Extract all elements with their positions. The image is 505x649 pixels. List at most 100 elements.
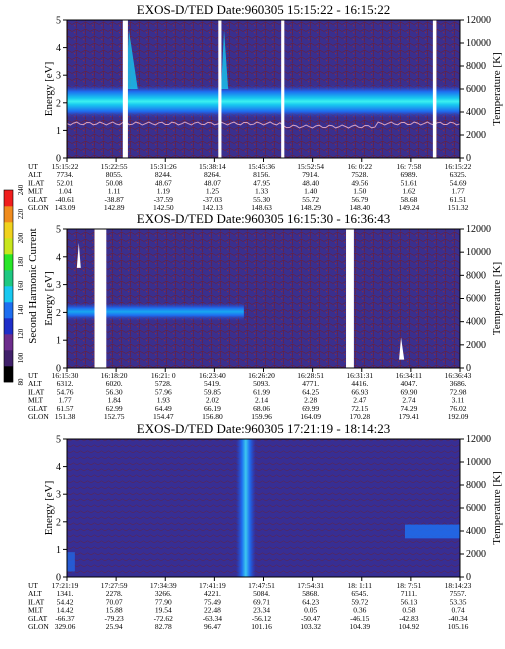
table-cell: 15:15:22	[52, 162, 79, 171]
y-tick-label: 5	[56, 225, 61, 236]
table-cell: 17:34:39	[150, 581, 177, 590]
table-cell: 19.54	[155, 606, 172, 615]
table-cell: 1.33	[255, 187, 268, 196]
table-cell: 7914.	[302, 170, 319, 179]
table-cell: 148.63	[251, 203, 272, 212]
table-cell: 77.90	[155, 597, 172, 606]
table-cell: 75.49	[204, 597, 221, 606]
table-cell: 6545.	[351, 589, 368, 598]
table-cell: 148.29	[300, 203, 321, 212]
y2-tick-label: 8000	[466, 480, 486, 491]
table-cell: 53.35	[450, 597, 467, 606]
panel-3: EXOS-D/TED Date:960305 17:21:19 - 18:14:…	[28, 421, 503, 631]
colorbar-tick-label: 200	[17, 232, 25, 243]
table-cell: 15:38:14	[199, 162, 226, 171]
table-row-label: GLON	[28, 203, 49, 212]
table-row-label: MLT	[28, 187, 44, 196]
vertical-band	[235, 439, 256, 577]
table-cell: 18: 1:11	[347, 581, 372, 590]
table-row-label: GLON	[28, 412, 49, 421]
table-cell: 1.50	[353, 187, 366, 196]
table-cell: 48.67	[155, 178, 172, 187]
table-cell: 103.32	[300, 622, 321, 631]
table-cell: 16:23:40	[199, 371, 226, 380]
table-cell: 16:18:20	[101, 371, 128, 380]
table-cell: 52.01	[57, 178, 74, 187]
table-cell: 8055.	[106, 170, 123, 179]
table-cell: 16:28:51	[297, 371, 324, 380]
table-cell: 152.75	[104, 412, 125, 421]
data-gap	[94, 229, 107, 368]
table-cell: 0.74	[451, 606, 464, 615]
y-tick-label: 3	[56, 490, 61, 501]
ion-band	[67, 85, 460, 118]
table-cell: 105.16	[448, 622, 469, 631]
table-cell: 2.74	[402, 396, 415, 405]
table-row-label: ALT	[28, 170, 42, 179]
table-cell: 70.07	[106, 597, 123, 606]
colorbar-tick-label: 100	[17, 352, 25, 363]
table-cell: -79.23	[104, 614, 124, 623]
colorbar-swatch	[4, 254, 13, 271]
table-cell: 18: 7:51	[396, 581, 421, 590]
ion-band	[67, 552, 75, 572]
table-cell: 16: 0:22	[347, 162, 372, 171]
y-tick-label: 4	[56, 43, 61, 54]
table-cell: -50.47	[301, 614, 321, 623]
y-tick-label: 5	[56, 16, 61, 27]
table-cell: 22.48	[204, 606, 221, 615]
table-cell: 56.79	[351, 195, 368, 204]
table-cell: 6989.	[400, 170, 417, 179]
data-gap	[281, 20, 285, 158]
colorbar-frame	[3, 189, 14, 383]
y-tick-label: 1	[56, 126, 61, 137]
table-cell: 142.13	[202, 203, 223, 212]
y2-tick-label: 6000	[466, 503, 486, 514]
table-cell: 62.99	[106, 404, 123, 413]
y2-tick-label: 0	[466, 572, 471, 583]
table-cell: 18:14:23	[445, 581, 472, 590]
table-cell: 4771.	[302, 379, 319, 388]
table-cell: 16:15:30	[52, 371, 79, 380]
data-gap	[122, 20, 128, 158]
table-cell: 74.29	[400, 404, 417, 413]
table-cell: 1341.	[57, 589, 74, 598]
table-cell: -37.59	[154, 195, 174, 204]
y2-tick-label: 8000	[466, 61, 486, 72]
colorbar-swatch	[4, 366, 13, 383]
table-cell: 142.50	[153, 203, 174, 212]
table-cell: 5084.	[253, 589, 270, 598]
table-cell: 25.94	[106, 622, 123, 631]
table-cell: 5093.	[253, 379, 270, 388]
y2-tick-label: 8000	[466, 270, 486, 281]
table-cell: 14.42	[57, 606, 74, 615]
y-tick-label: 0	[56, 364, 61, 375]
table-cell: 1.77	[451, 187, 464, 196]
colorbar-swatch	[4, 334, 13, 351]
table-cell: -72.62	[154, 614, 174, 623]
table-cell: 17:21:19	[52, 581, 79, 590]
data-gap	[346, 229, 354, 368]
table-cell: 170.28	[349, 412, 370, 421]
table-cell: 7528.	[351, 170, 368, 179]
table-cell: 54.42	[57, 597, 74, 606]
colorbar-tick-label: 180	[17, 256, 25, 267]
table-cell: 55.72	[302, 195, 319, 204]
y2-tick-label: 10000	[466, 38, 491, 49]
table-cell: 76.02	[450, 404, 467, 413]
y-tick-label: 2	[56, 98, 61, 109]
table-cell: 5728.	[155, 379, 172, 388]
colorbar-swatch	[4, 350, 13, 367]
table-cell: 56.30	[106, 387, 123, 396]
y2-tick-label: 6000	[466, 294, 486, 305]
table-cell: -40.61	[55, 195, 75, 204]
table-cell: 2.02	[206, 396, 219, 405]
table-cell: 17:27:59	[101, 581, 128, 590]
y2-tick-label: 0	[466, 363, 471, 374]
table-row-label: UT	[28, 162, 38, 171]
table-cell: 1.62	[402, 187, 415, 196]
panel-1: EXOS-D/TED Date:960305 15:15:22 - 16:15:…	[28, 2, 503, 212]
table-row-label: MLT	[28, 396, 44, 405]
table-cell: 16:34:11	[396, 371, 423, 380]
table-cell: 57.96	[155, 387, 172, 396]
